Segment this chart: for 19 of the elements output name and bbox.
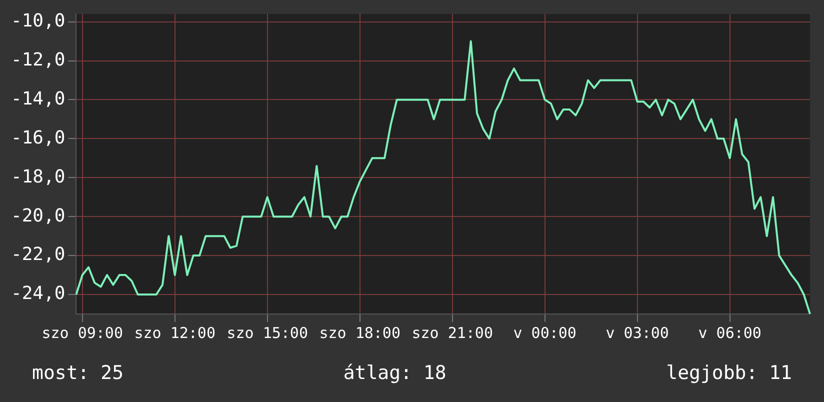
x-tick-label: v 06:00 [698,324,762,342]
text: átlag: 18 [343,362,446,384]
y-tick-label: -16,0 [10,127,66,148]
x-tick-label: szo 12:00 [134,324,216,342]
y-tick-label: -14,0 [10,88,66,110]
x-tick-label: v 00:00 [513,324,576,342]
x-tick-label: szo 09:00 [42,324,123,342]
y-tick-label: -24,0 [10,283,66,304]
x-tick-label: v 03:00 [606,324,669,342]
y-tick-label: -10,0 [10,10,66,32]
y-tick-label: -18,0 [10,166,66,188]
y-tick-label: -20,0 [10,205,66,226]
y-tick-label: -22,0 [10,244,66,266]
y-tick-label: -12,0 [10,49,66,70]
text: legjobb: 11 [666,362,792,384]
x-tick-label: szo 21:00 [412,324,493,342]
x-tick-label: szo 18:00 [319,324,400,342]
text: most: 25 [32,362,124,384]
x-tick-label: szo 15:00 [226,324,308,342]
